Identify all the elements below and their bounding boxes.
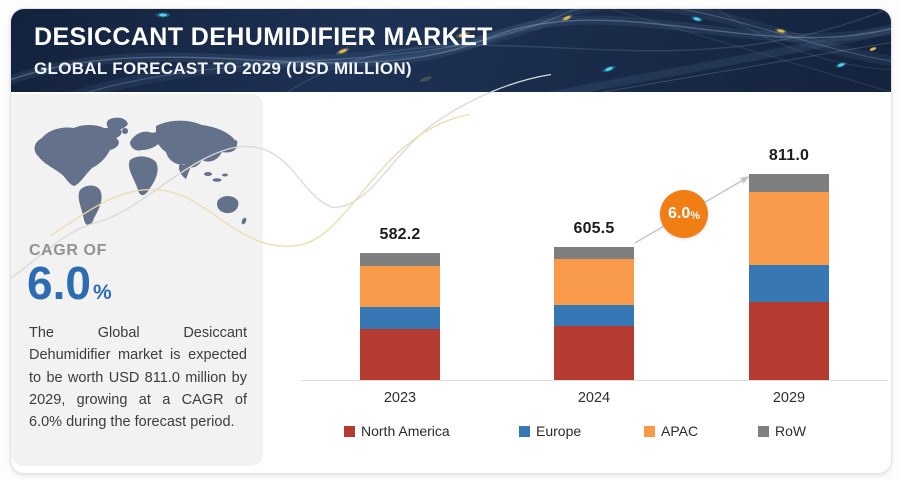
legend-swatch-row <box>758 425 769 437</box>
legend-label-apac: APAC <box>661 423 699 439</box>
bar-total-label-2024: 605.5 <box>573 220 615 237</box>
bar-segment-europe <box>749 265 829 303</box>
infographic-card: DESICCANT DEHUMIDIFIER MARKET GLOBAL FOR… <box>10 8 892 474</box>
bar-segment-europe <box>554 304 634 327</box>
legend-item-row: RoW <box>758 423 806 439</box>
market-summary-text: The Global Desiccant Dehumidifier market… <box>29 325 247 431</box>
legend-swatch-apac <box>644 425 655 437</box>
legend-label-row: RoW <box>775 423 807 439</box>
cagr-badge: 6.0% <box>660 190 708 238</box>
page-subtitle: GLOBAL FORECAST TO 2029 (USD MILLION) <box>34 59 412 78</box>
bar-segment-europe <box>360 306 440 329</box>
badge-value: 6.0 <box>667 205 691 222</box>
bar-2024 <box>554 247 634 380</box>
legend-label-europe: Europe <box>536 423 582 439</box>
bar-segment-row <box>749 174 829 192</box>
legend-swatch-north-america <box>344 425 355 437</box>
x-tick-2029: 2029 <box>772 390 806 406</box>
page-title: DESICCANT DEHUMIDIFIER MARKET <box>34 23 493 51</box>
bar-total-label-2023: 582.2 <box>379 226 421 243</box>
bar-segment-north-america <box>554 326 634 380</box>
bar-segment-row <box>554 247 634 260</box>
badge-percent-sign: % <box>690 209 701 222</box>
network-lines-decoration <box>11 9 891 92</box>
x-tick-2023: 2023 <box>383 390 417 406</box>
legend-item-apac: APAC <box>644 423 698 439</box>
legend-item-north-america: North America <box>344 423 450 439</box>
bar-2023 <box>360 253 440 380</box>
bar-segment-apac <box>554 259 634 305</box>
legend-swatch-europe <box>519 425 530 437</box>
legend-item-europe: Europe <box>519 423 581 439</box>
bar-total-label-2029: 811.0 <box>768 147 810 164</box>
bar-2029 <box>749 174 829 380</box>
cagr-percent-sign: % <box>92 281 112 304</box>
bar-segment-row <box>360 253 440 266</box>
bar-segment-north-america <box>749 302 829 380</box>
bar-segment-north-america <box>360 328 440 380</box>
legend-label-north-america: North America <box>361 423 450 439</box>
bar-chart: 6.0% North America Europe APAC RoW 582.2 202… <box>11 9 891 473</box>
x-axis-line <box>301 380 888 381</box>
bar-segment-apac <box>749 191 829 266</box>
bar-segment-apac <box>360 265 440 307</box>
x-tick-2024: 2024 <box>577 390 611 406</box>
